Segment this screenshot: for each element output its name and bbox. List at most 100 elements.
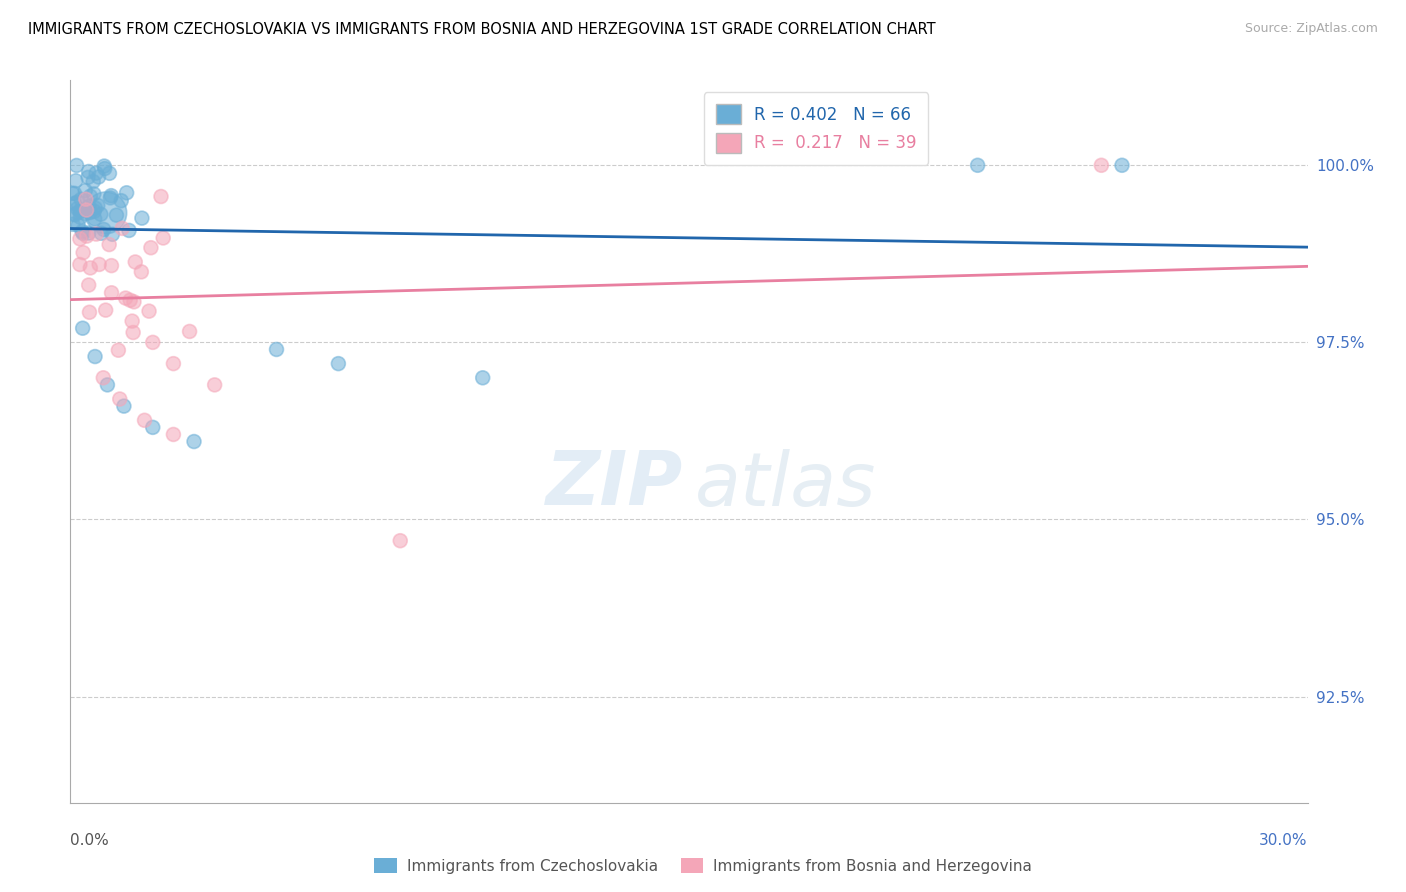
Legend: Immigrants from Czechoslovakia, Immigrants from Bosnia and Herzegovina: Immigrants from Czechoslovakia, Immigran… xyxy=(368,852,1038,880)
Point xyxy=(131,265,153,279)
Point xyxy=(139,241,162,255)
Point xyxy=(77,164,100,178)
Point xyxy=(70,193,93,207)
Point xyxy=(63,208,86,222)
Point xyxy=(471,371,494,385)
Point xyxy=(69,204,91,219)
Point xyxy=(79,260,101,275)
Point xyxy=(118,223,141,237)
Point xyxy=(77,199,100,213)
Point xyxy=(124,255,146,269)
Point xyxy=(62,217,84,231)
Point xyxy=(266,343,288,357)
Point xyxy=(69,203,91,218)
Point xyxy=(79,189,101,203)
Text: Source: ZipAtlas.com: Source: ZipAtlas.com xyxy=(1244,22,1378,36)
Point xyxy=(131,211,153,226)
Point xyxy=(70,225,93,239)
Point xyxy=(69,211,91,225)
Point xyxy=(120,293,142,308)
Point xyxy=(75,206,97,220)
Point xyxy=(93,159,115,173)
Text: IMMIGRANTS FROM CZECHOSLOVAKIA VS IMMIGRANTS FROM BOSNIA AND HERZEGOVINA 1ST GRA: IMMIGRANTS FROM CZECHOSLOVAKIA VS IMMIGR… xyxy=(28,22,936,37)
Point xyxy=(389,533,412,548)
Point xyxy=(122,326,145,340)
Point xyxy=(134,413,156,427)
Point xyxy=(83,211,105,226)
Point xyxy=(114,291,136,305)
Point xyxy=(65,158,87,172)
Point xyxy=(75,184,97,198)
Point xyxy=(66,195,89,210)
Point xyxy=(1090,158,1112,172)
Point xyxy=(62,186,84,201)
Point xyxy=(76,203,98,218)
Point xyxy=(91,371,114,385)
Text: atlas: atlas xyxy=(695,449,876,521)
Point xyxy=(101,227,124,242)
Point xyxy=(162,357,184,371)
Point xyxy=(83,204,105,219)
Point xyxy=(107,343,129,358)
Point xyxy=(84,350,107,364)
Point xyxy=(142,335,165,350)
Point xyxy=(183,434,205,449)
Point xyxy=(77,226,100,240)
Point xyxy=(79,205,101,219)
Point xyxy=(89,257,111,271)
Point xyxy=(84,227,107,241)
Point xyxy=(204,377,226,392)
Point xyxy=(110,194,132,208)
Text: 0.0%: 0.0% xyxy=(70,833,110,848)
Point xyxy=(83,186,105,201)
Point xyxy=(94,303,117,318)
Point xyxy=(87,169,110,184)
Point xyxy=(111,221,134,235)
Legend: R = 0.402   N = 66, R =  0.217   N = 39: R = 0.402 N = 66, R = 0.217 N = 39 xyxy=(704,92,928,164)
Point xyxy=(69,232,91,246)
Point xyxy=(100,259,122,273)
Point xyxy=(87,198,110,212)
Point xyxy=(90,207,112,221)
Point xyxy=(72,321,94,335)
Point xyxy=(72,245,94,260)
Point xyxy=(67,219,90,233)
Point xyxy=(76,229,98,244)
Point xyxy=(112,399,135,413)
Point xyxy=(121,314,143,328)
Point xyxy=(122,294,145,309)
Point xyxy=(75,192,97,206)
Point xyxy=(152,231,174,245)
Point xyxy=(142,420,165,434)
Point xyxy=(98,237,121,252)
Point xyxy=(84,166,107,180)
Point xyxy=(150,189,173,203)
Point xyxy=(98,166,121,180)
Point xyxy=(162,427,184,442)
Point xyxy=(94,206,117,220)
Point xyxy=(90,227,112,241)
Point xyxy=(72,227,94,241)
Point xyxy=(66,202,89,216)
Point xyxy=(77,170,100,185)
Point xyxy=(100,285,122,300)
Point xyxy=(93,222,115,236)
Point xyxy=(84,201,107,215)
Point xyxy=(100,188,122,202)
Point xyxy=(62,207,84,221)
Point xyxy=(1111,158,1133,172)
Point xyxy=(115,186,138,200)
Point xyxy=(966,158,988,172)
Point xyxy=(63,196,86,211)
Point xyxy=(65,174,87,188)
Point xyxy=(94,161,117,176)
Point xyxy=(77,278,100,293)
Text: 30.0%: 30.0% xyxy=(1260,833,1308,848)
Point xyxy=(96,377,118,392)
Point xyxy=(138,304,160,318)
Point xyxy=(179,325,201,339)
Point xyxy=(69,258,91,272)
Point xyxy=(98,191,121,205)
Point xyxy=(328,357,350,371)
Point xyxy=(79,305,101,319)
